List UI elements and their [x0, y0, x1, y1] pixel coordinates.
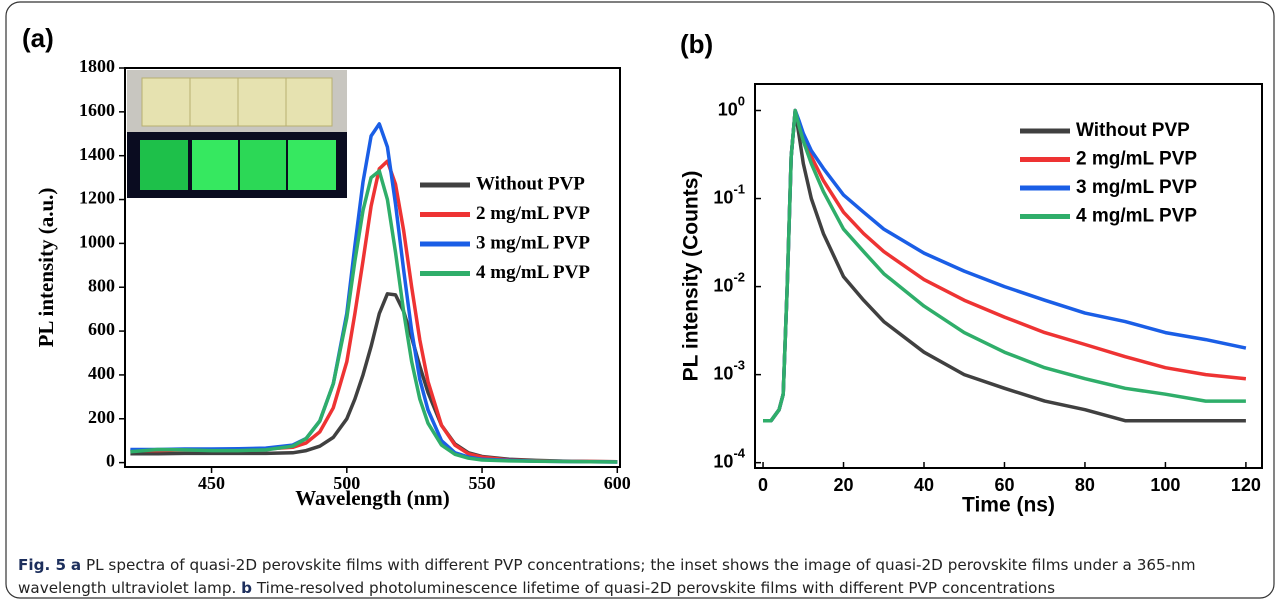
- legend-label: Without PVP: [476, 173, 585, 194]
- x-tick-label: 40: [914, 475, 934, 495]
- y-axis-label: PL intensity (a.u.): [34, 188, 58, 348]
- y-tick-label: 0: [106, 451, 115, 471]
- y-tick-label: 10-1: [713, 182, 745, 207]
- y-tick-label: 200: [88, 407, 115, 427]
- x-tick-label: 0: [758, 475, 768, 495]
- y-tick-label: 10-2: [713, 270, 745, 295]
- panel-label: (b): [680, 29, 713, 59]
- y-tick-label: 1000: [79, 232, 115, 252]
- x-tick-label: 550: [469, 473, 496, 493]
- part-label: b: [241, 579, 252, 597]
- y-tick-label: 400: [88, 363, 115, 383]
- x-tick-label: 500: [333, 473, 360, 493]
- figure-label: Fig. 5: [18, 556, 67, 574]
- plot-frame: [754, 83, 1263, 469]
- inset-photo: [127, 70, 347, 198]
- x-tick-label: 450: [198, 473, 225, 493]
- legend-label: 3 mg/mL PVP: [1076, 177, 1197, 198]
- panel-b: (b) Time (ns) PL intensity (Counts) 0 20 40 60…: [680, 29, 1263, 517]
- series-line: [130, 169, 618, 464]
- legend-label: Without PVP: [1076, 120, 1190, 141]
- x-tick-label: 20: [834, 475, 854, 495]
- part-text: PL spectra of quasi-2D perovskite films …: [18, 556, 1196, 597]
- panel-a: (a) Wavelength (nm) PL intensity (a.u.) 450…: [22, 23, 631, 510]
- y-tick-label: 1800: [79, 56, 115, 76]
- x-axis-label: Wavelength (nm): [295, 486, 450, 510]
- legend-label: 4 mg/mL PVP: [476, 262, 590, 283]
- legend-label: 2 mg/mL PVP: [476, 203, 590, 224]
- y-tick-label: 600: [88, 319, 115, 339]
- x-tick-label: 120: [1231, 475, 1261, 495]
- panel-label: (a): [22, 23, 54, 53]
- figure-frame: [5, 1, 1275, 599]
- y-tick-label: 800: [88, 275, 115, 295]
- plot-frame: [124, 67, 621, 468]
- part-text: Time-resolved photoluminescence lifetime…: [256, 579, 1056, 597]
- y-tick-label: 1200: [79, 188, 115, 208]
- y-tick-label: 1400: [79, 144, 115, 164]
- x-tick-label: 100: [1150, 475, 1180, 495]
- x-axis-label: Time (ns): [962, 494, 1055, 517]
- legend-label: 4 mg/mL PVP: [1076, 206, 1197, 227]
- y-tick-label: 10-3: [713, 358, 745, 383]
- caption: Fig. 5 a PL spectra of quasi-2D perovski…: [18, 554, 1274, 600]
- series-line: [130, 292, 618, 464]
- x-tick-label: 600: [604, 473, 631, 493]
- x-tick-label: 80: [1075, 475, 1095, 495]
- legend-label: 2 mg/mL PVP: [1076, 149, 1197, 170]
- y-tick-label: 10-4: [713, 446, 745, 471]
- y-axis-label: PL intensity (Counts): [680, 171, 703, 382]
- part-label: a: [70, 556, 82, 574]
- y-tick-label: 1600: [79, 100, 115, 120]
- y-tick-label: 100: [718, 94, 745, 119]
- series-line: [763, 108, 1246, 423]
- legend-label: 3 mg/mL PVP: [476, 232, 590, 253]
- x-tick-label: 60: [994, 475, 1014, 495]
